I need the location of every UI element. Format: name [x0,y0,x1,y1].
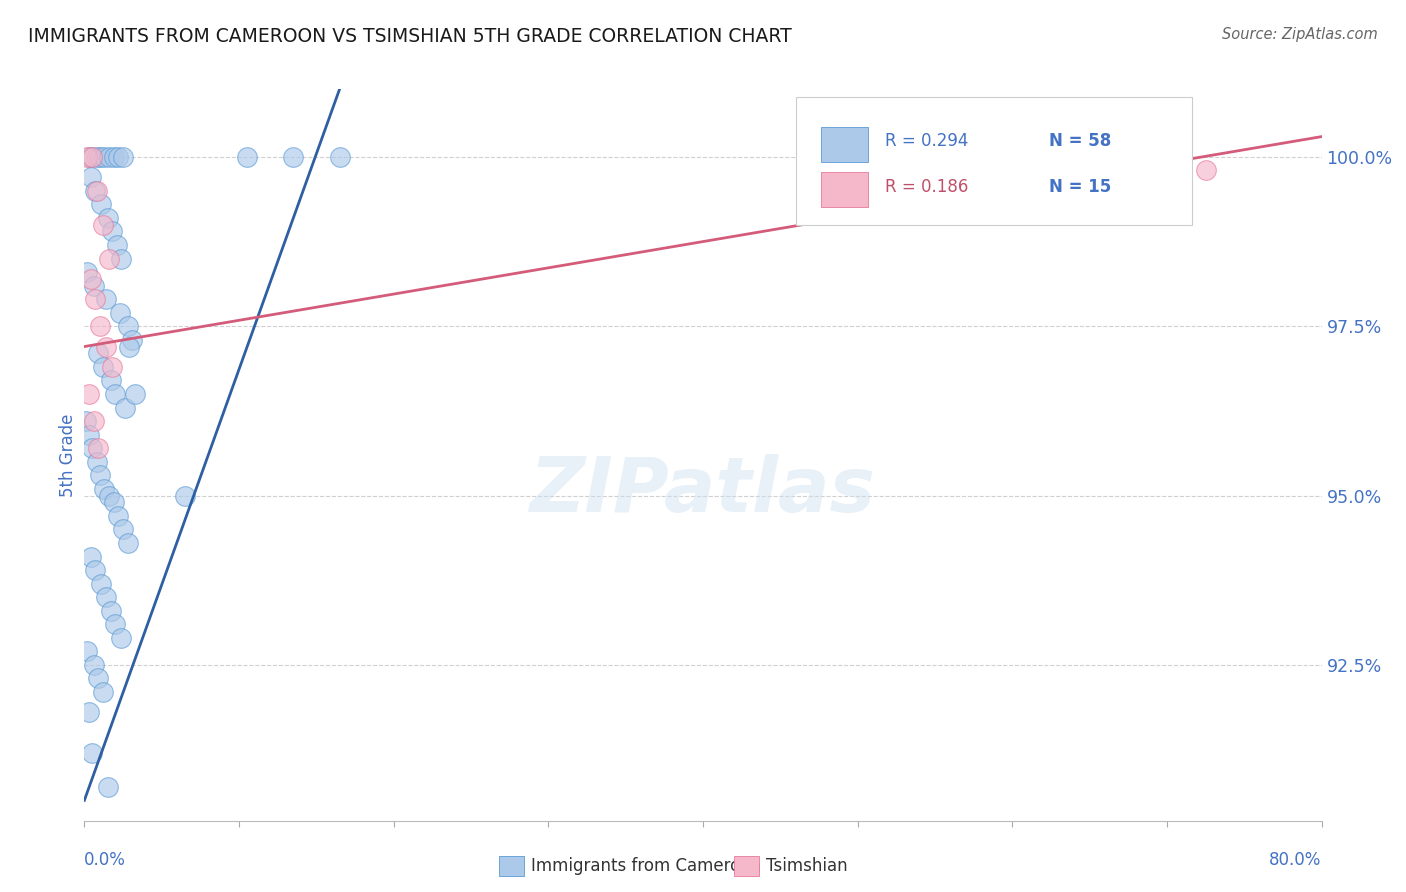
Point [1195,163,1218,178]
Point [117,319,139,334]
Y-axis label: 5th Grade: 5th Grade [59,413,77,497]
Point [94,292,117,306]
Point [98,150,121,164]
Point [100,604,122,618]
Point [89,468,111,483]
Point [90,576,112,591]
Point [77,427,100,442]
Text: IMMIGRANTS FROM CAMEROON VS TSIMSHIAN 5TH GRADE CORRELATION CHART: IMMIGRANTS FROM CAMEROON VS TSIMSHIAN 5T… [28,27,792,45]
Text: 80.0%: 80.0% [1270,851,1322,869]
Point [82,746,104,760]
Point [329,150,352,164]
Point [75,414,97,428]
Point [110,252,132,266]
Text: Tsimshian: Tsimshian [766,857,848,875]
Text: N = 15: N = 15 [1049,178,1112,195]
Point [104,617,127,632]
Point [89,150,111,164]
Point [107,150,129,164]
Point [76,265,98,279]
Point [117,536,139,550]
FancyBboxPatch shape [796,96,1192,225]
Point [103,495,125,509]
Point [82,150,104,164]
Point [87,672,110,686]
FancyBboxPatch shape [821,172,868,207]
Point [104,387,127,401]
Point [79,272,101,286]
Point [112,523,135,537]
Point [77,706,100,720]
Point [114,401,136,415]
Point [83,278,105,293]
Point [91,359,114,374]
Point [82,150,104,164]
Point [91,685,114,699]
Text: ZIPatlas: ZIPatlas [530,455,876,528]
Point [90,197,112,211]
Point [84,563,107,577]
Point [86,184,108,198]
Point [96,211,118,225]
Point [86,455,108,469]
Point [118,340,141,354]
FancyBboxPatch shape [821,127,868,161]
Point [82,441,104,455]
Point [93,150,115,164]
Point [77,387,100,401]
Point [103,150,125,164]
Point [89,319,111,334]
Point [235,150,259,164]
Point [86,150,108,164]
Point [84,184,107,198]
Point [76,150,98,164]
Point [91,218,114,232]
Point [124,387,146,401]
Point [105,238,128,252]
Point [101,224,124,238]
Point [96,780,118,794]
Point [94,590,117,604]
Point [93,482,115,496]
Point [108,306,131,320]
Point [94,340,117,354]
Text: 0.0%: 0.0% [84,851,127,869]
Text: R = 0.294: R = 0.294 [884,132,969,150]
Text: Immigrants from Cameroon: Immigrants from Cameroon [531,857,761,875]
Point [1164,150,1187,164]
Point [98,489,121,503]
Text: Source: ZipAtlas.com: Source: ZipAtlas.com [1222,27,1378,42]
Point [281,150,305,164]
Point [83,414,105,428]
Point [174,489,197,503]
Point [107,508,129,523]
Point [79,549,101,564]
Point [83,657,105,672]
Point [110,631,132,645]
Point [100,373,122,387]
Point [101,359,124,374]
Point [87,441,110,455]
Point [112,150,135,164]
Text: N = 58: N = 58 [1049,132,1112,150]
Point [79,170,101,185]
Point [76,644,98,658]
Point [84,292,107,306]
Point [87,346,110,360]
Point [121,333,143,347]
Point [98,252,121,266]
Text: R = 0.186: R = 0.186 [884,178,969,195]
Point [77,150,100,164]
